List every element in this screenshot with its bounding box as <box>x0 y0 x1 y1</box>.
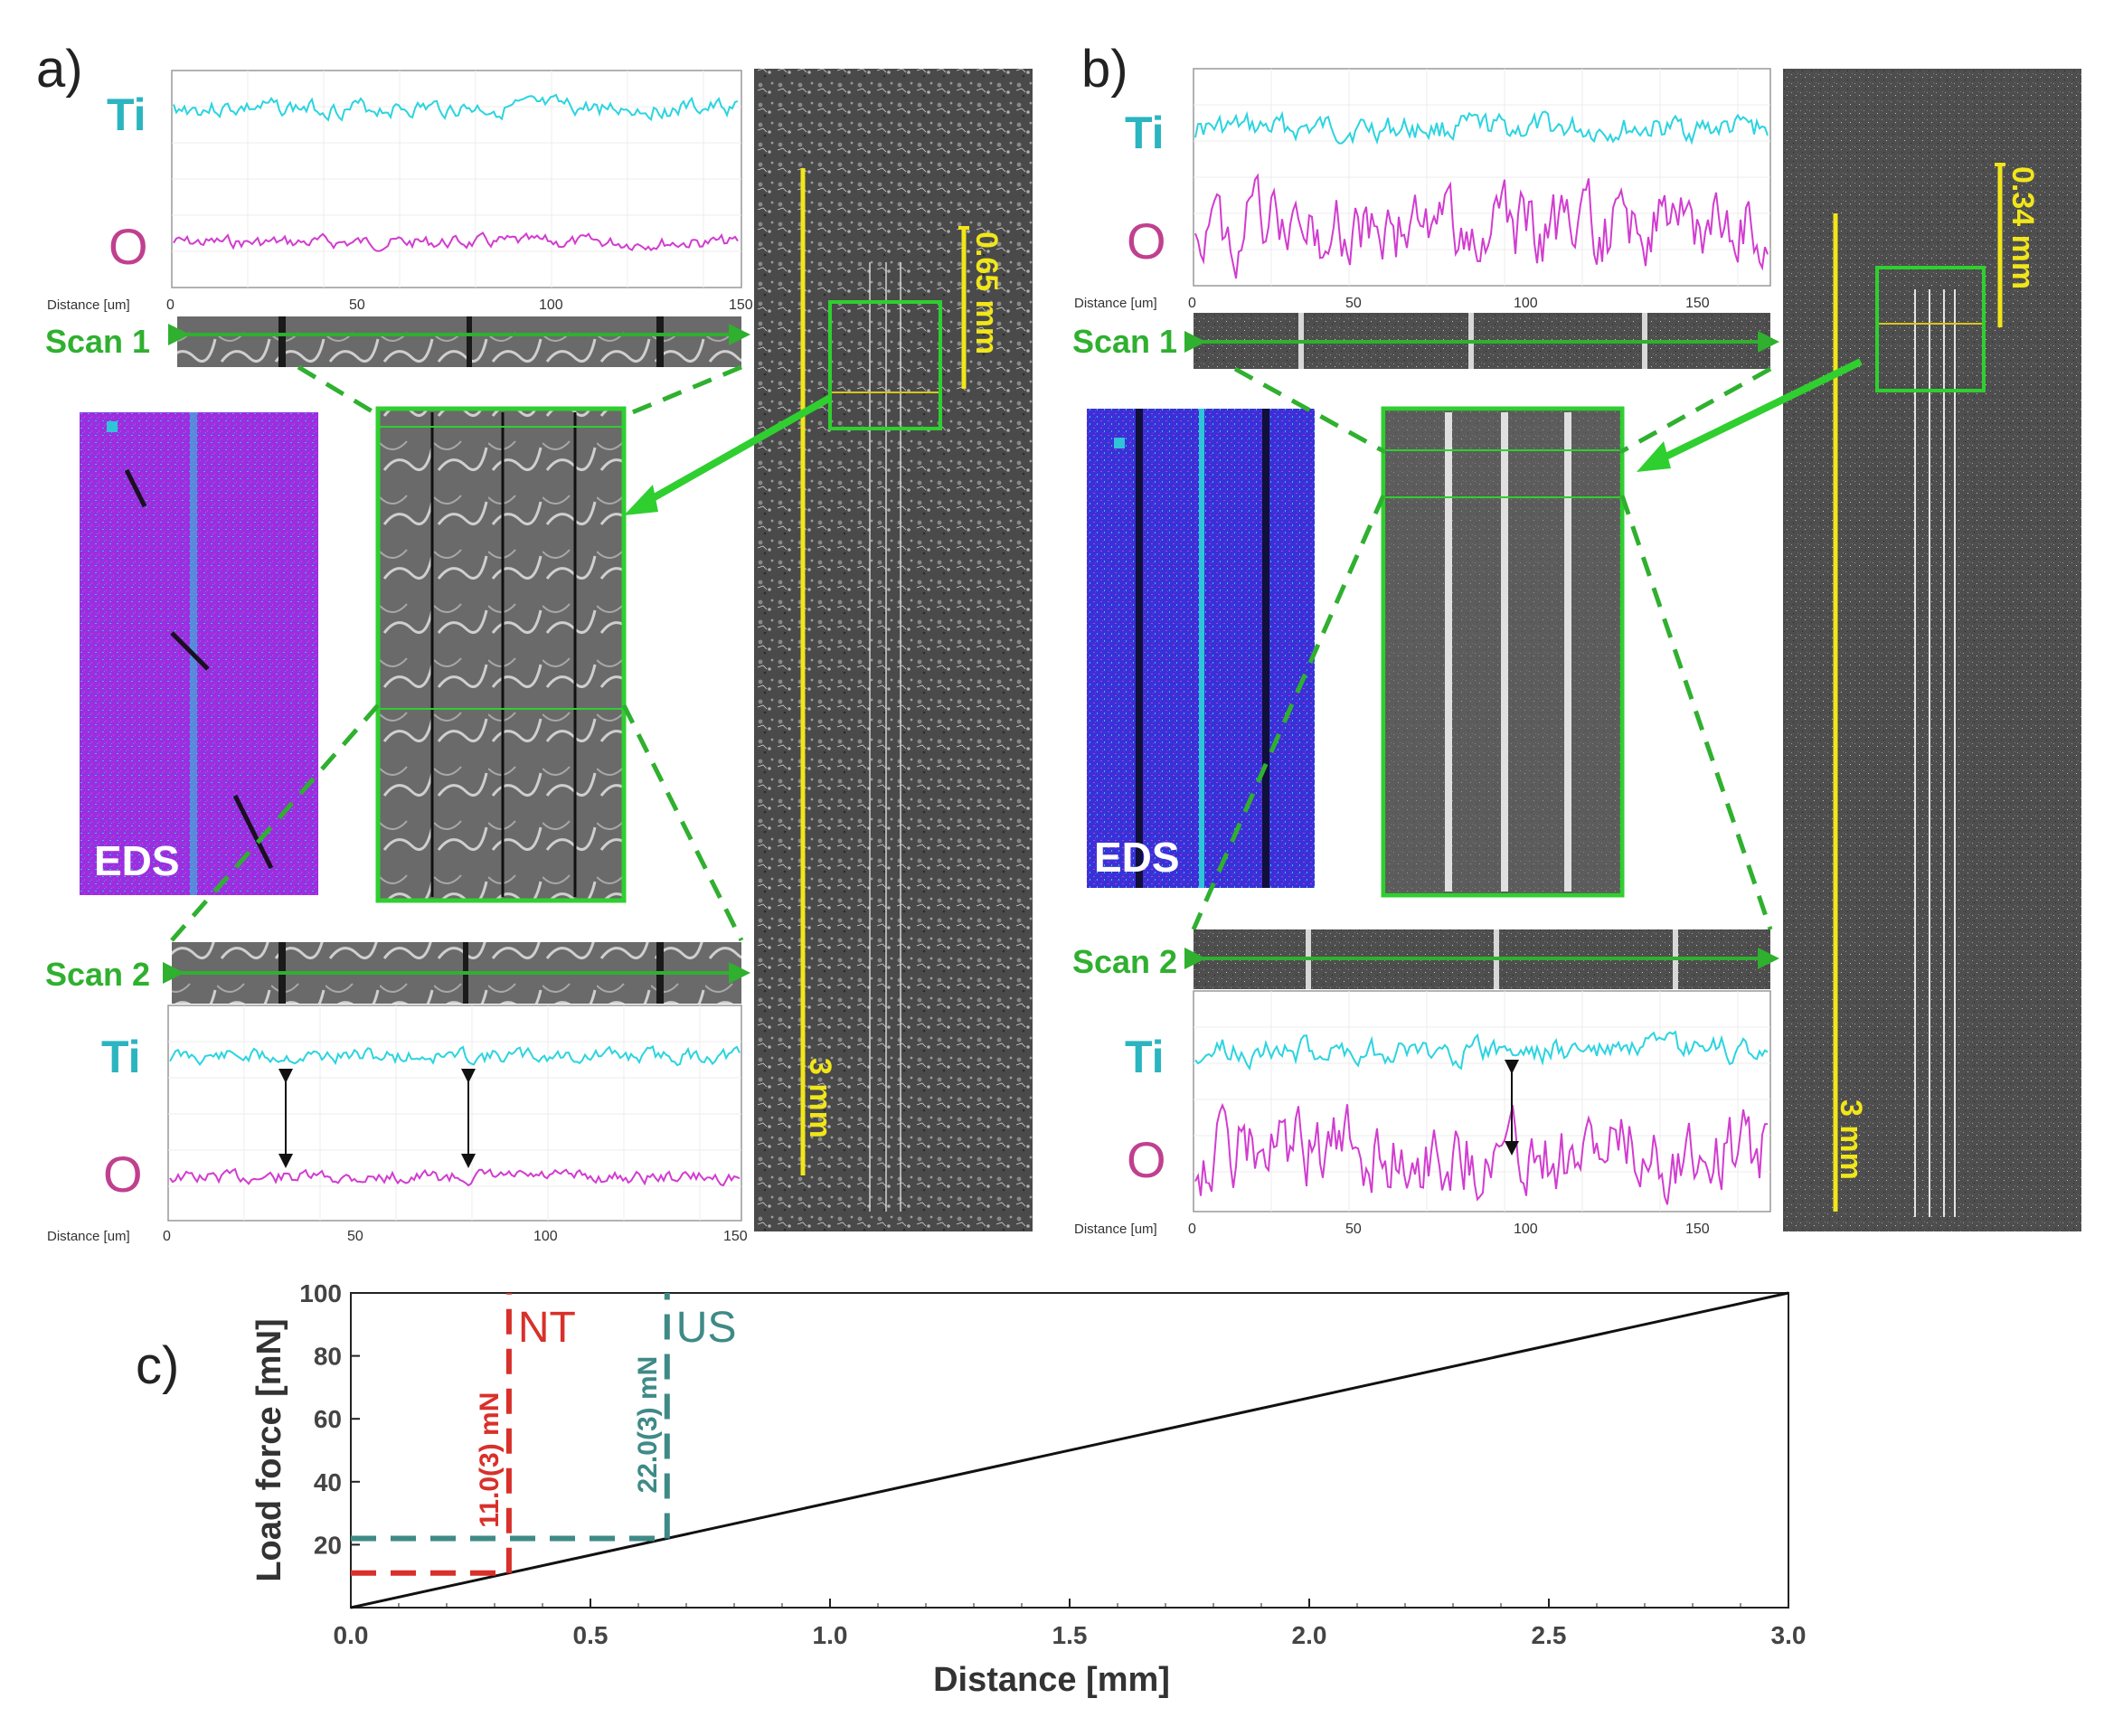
panel-a-scan2-tick-150: 150 <box>723 1229 748 1244</box>
panel-a-scan1-strip <box>168 316 750 367</box>
panel-a-eds-map <box>80 412 318 895</box>
x-tick-label: 1.0 <box>813 1621 848 1649</box>
panel-b-scale-small-label: 0.34 mm <box>2005 166 2040 289</box>
panel-a-roi-box <box>828 300 942 430</box>
x-tick-label: 2.5 <box>1532 1621 1567 1649</box>
panel-b-connectors <box>1191 366 1773 931</box>
panel-b-scan1-strip <box>1184 313 1779 369</box>
x-tick-label: 2.0 <box>1292 1621 1327 1649</box>
panel-a-scan2-strip <box>163 942 750 1004</box>
panel-b-scan2-plot <box>1193 990 1771 1212</box>
panel-b-scan2-tick-50: 50 <box>1345 1222 1362 1237</box>
panel-a-scan1-tick-50: 50 <box>349 297 365 313</box>
load-force-chart: 0.0 0.5 1.0 1.5 2.0 2.5 3.0 20 40 60 80 100 Distance… <box>250 1279 1806 1699</box>
panel-b-scale-large-label: 3 mm <box>1834 1099 1868 1180</box>
panel-b-scan1-axis-title: Distance [um] <box>1074 296 1157 311</box>
panel-a-scale-large-label: 3 mm <box>803 1058 837 1138</box>
panel-a-scan2-tick-100: 100 <box>533 1229 558 1244</box>
panel-b-scan1-tick-50: 50 <box>1345 296 1362 311</box>
panel-b-scan1-ti-trace <box>1194 110 1769 146</box>
panel-a-scan1-label: Scan 1 <box>45 323 150 360</box>
panel-b-scan2-ti-trace <box>1194 1030 1769 1071</box>
panel-a-scan2-tick-50: 50 <box>347 1229 363 1244</box>
panel-b-zoom-sem <box>1381 406 1625 898</box>
panel-b-scan2-ti-label: Ti <box>1125 1032 1165 1082</box>
panel-a-scan2-axis-title: Distance [um] <box>47 1229 130 1244</box>
panel-a-connectors <box>170 364 744 942</box>
panel-b-scan2-axis-title: Distance [um] <box>1074 1222 1157 1237</box>
panel-a-scan2-o-trace <box>169 1167 741 1187</box>
panel-b-scan2-tick-100: 100 <box>1514 1222 1538 1237</box>
panel-b-scan1-label: Scan 1 <box>1072 323 1177 360</box>
x-axis-label: Distance [mm] <box>933 1661 1170 1699</box>
panel-a-scan2-ti-label: Ti <box>101 1032 141 1082</box>
panel-a-label: a) <box>36 40 83 99</box>
panel-a: a) Ti O Distance [um] 0 50 100 150 <box>36 40 1033 1244</box>
panel-a-scan1-ti-trace <box>173 93 739 122</box>
panel-a-scan2-ti-trace <box>169 1044 741 1067</box>
panel-b-scan1-tick-100: 100 <box>1514 296 1538 311</box>
y-tick-label: 60 <box>314 1405 342 1433</box>
panel-b-scan2-o-label: O <box>1127 1131 1166 1188</box>
annotation-nt-label: NT <box>518 1304 576 1352</box>
panel-b-scan2-strip <box>1184 929 1779 989</box>
panel-b-scan1-o-trace <box>1194 173 1769 279</box>
panel-a-scan1-o-label: O <box>109 218 148 275</box>
annotation-us-label: US <box>676 1304 737 1352</box>
panel-b-zoom-arrow <box>1651 358 1863 467</box>
panel-b-scan1-tick-0: 0 <box>1188 296 1196 311</box>
panel-a-eds-label: EDS <box>94 837 180 884</box>
panel-b: b) Ti O Distance [um] 0 50 100 150 <box>1072 40 2081 1237</box>
panel-b-scan1-plot <box>1193 68 1771 287</box>
annotation-us-value: 22.0(3) mN <box>633 1356 663 1494</box>
x-tick-label: 3.0 <box>1771 1621 1807 1649</box>
panel-a-scan1-ti-label: Ti <box>107 90 146 140</box>
panel-b-eds-map <box>1087 409 1315 888</box>
panel-c: c) 0.0 0.5 1.0 1.5 2.0 2.5 3.0 20 40 60 80 100 Dista… <box>136 1279 1806 1699</box>
panel-a-zoom-arrow <box>637 394 832 510</box>
panel-a-scan1-tick-150: 150 <box>729 297 753 313</box>
x-tick-label: 1.5 <box>1052 1621 1088 1649</box>
panel-c-label: c) <box>136 1336 179 1395</box>
x-tick-label: 0.0 <box>334 1621 369 1649</box>
panel-b-roi-box <box>1875 266 1986 392</box>
panel-a-scan2-o-label: O <box>103 1146 143 1203</box>
y-tick-label: 80 <box>314 1343 342 1371</box>
y-tick-label: 40 <box>314 1468 342 1496</box>
panel-b-scan2-tick-0: 0 <box>1188 1222 1196 1237</box>
panel-b-scan2-o-trace <box>1194 1102 1769 1205</box>
x-tick-label: 0.5 <box>573 1621 609 1649</box>
panel-a-scale-small-label: 0.65 mm <box>969 231 1004 354</box>
panel-b-label: b) <box>1081 40 1128 99</box>
panel-a-scan2-label: Scan 2 <box>45 956 150 993</box>
annotation-nt-value: 11.0(3) mN <box>475 1392 505 1528</box>
panel-a-zoom-sem <box>375 406 627 903</box>
panel-b-scan2-tick-150: 150 <box>1685 1222 1710 1237</box>
panel-b-scan1-ti-label: Ti <box>1125 108 1165 158</box>
panel-b-full-sem <box>1637 69 2081 1231</box>
panel-b-scan1-o-label: O <box>1127 212 1166 269</box>
panel-a-scan1-tick-100: 100 <box>539 297 563 313</box>
panel-a-scan1-axis-title: Distance [um] <box>47 297 130 313</box>
y-tick-label: 100 <box>299 1279 342 1307</box>
panel-a-scan1-plot <box>171 70 742 288</box>
panel-a-scan1-tick-0: 0 <box>166 297 175 313</box>
panel-b-scan1-tick-150: 150 <box>1685 296 1710 311</box>
panel-a-scan2-plot <box>167 1005 742 1222</box>
panel-a-scan2-tick-0: 0 <box>163 1229 171 1244</box>
y-axis-label: Load force [mN] <box>250 1318 288 1581</box>
y-tick-label: 20 <box>314 1531 342 1559</box>
panel-a-full-sem <box>624 69 1033 1231</box>
panel-b-scan2-label: Scan 2 <box>1072 943 1177 980</box>
series-line-load-ramp <box>350 1291 1789 1609</box>
panel-a-scan1-o-trace <box>173 231 739 252</box>
panel-b-eds-label: EDS <box>1094 834 1180 881</box>
